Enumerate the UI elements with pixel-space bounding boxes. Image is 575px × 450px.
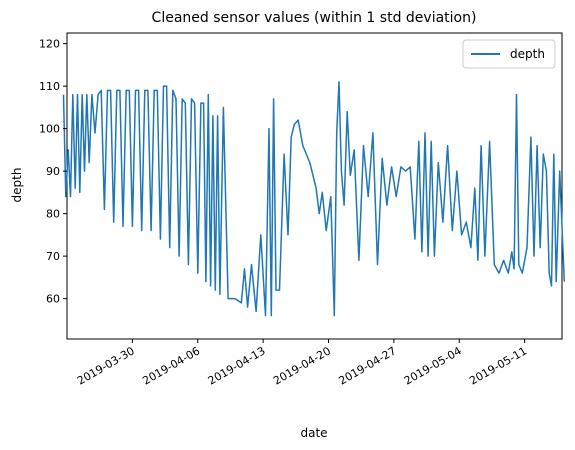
x-tick-label: 2019-03-30 xyxy=(75,344,137,387)
y-tick-label: 100 xyxy=(39,123,60,136)
legend-box xyxy=(462,39,556,69)
y-axis: 60 70 80 90 100 110 120 xyxy=(39,38,67,306)
series-line-depth xyxy=(62,81,566,317)
x-axis: 2019-03-30 2019-04-06 2019-04-13 2019-04-20… xyxy=(75,339,529,388)
y-tick-label: 120 xyxy=(39,38,60,51)
x-tick-label: 2019-04-20 xyxy=(271,344,333,387)
y-tick-label: 110 xyxy=(39,80,60,93)
plot-area xyxy=(62,32,566,340)
y-tick-label: 80 xyxy=(46,208,60,221)
x-axis-label: date xyxy=(300,426,327,440)
y-tick-label: 60 xyxy=(46,293,60,306)
chart-title: Cleaned sensor values (within 1 std devi… xyxy=(152,10,477,26)
x-tick-label: 2019-05-04 xyxy=(402,344,464,387)
x-tick-label: 2019-04-27 xyxy=(337,344,399,387)
x-tick-label: 2019-04-06 xyxy=(140,344,202,387)
legend-label-depth: depth xyxy=(510,47,545,61)
legend: depth xyxy=(462,39,556,69)
series-group xyxy=(62,81,566,317)
x-tick-label: 2019-05-11 xyxy=(467,344,529,387)
y-axis-label: depth xyxy=(10,168,24,203)
x-tick-label: 2019-04-13 xyxy=(206,344,268,387)
y-tick-label: 90 xyxy=(46,165,60,178)
y-tick-label: 70 xyxy=(46,250,60,263)
